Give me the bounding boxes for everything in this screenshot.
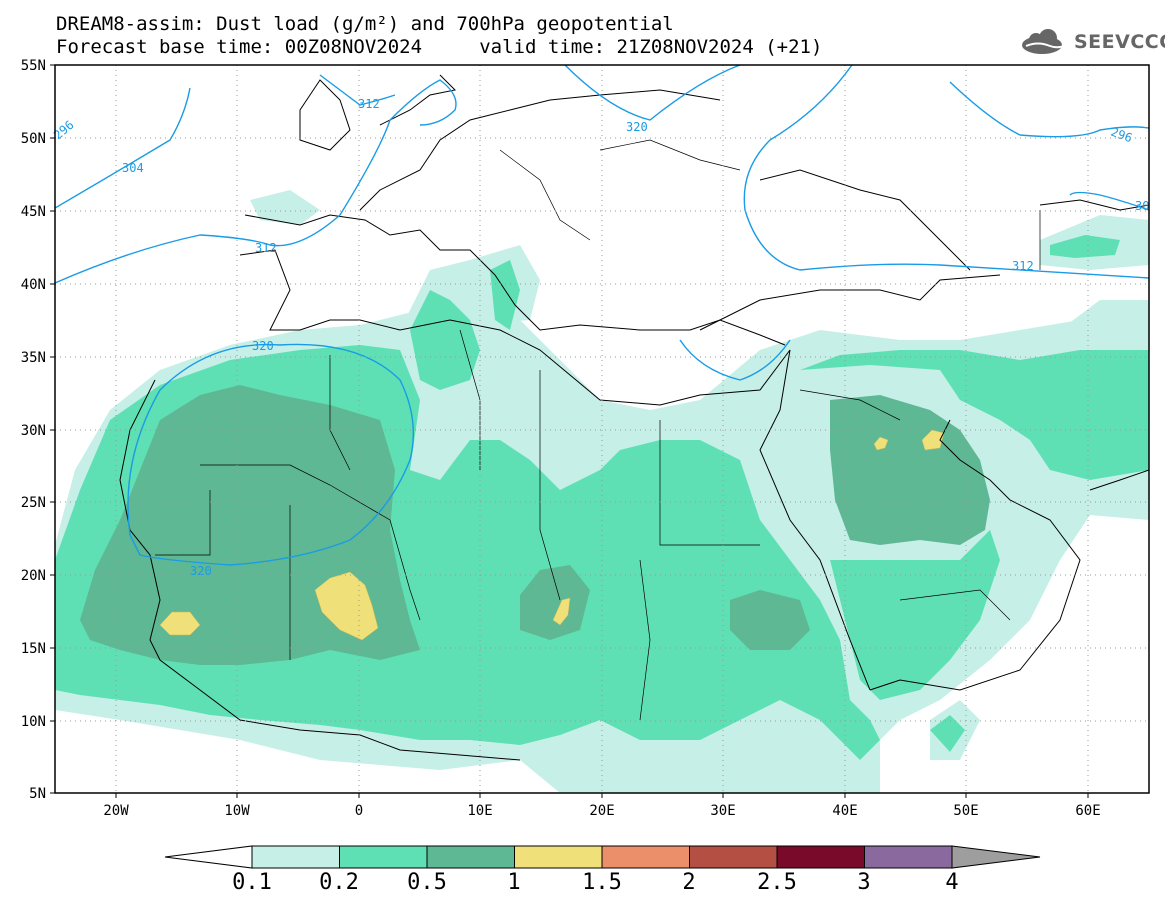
colorbar-label: 4 [945,870,959,895]
lon-label: 10E [467,803,492,819]
colorbar-segment [426,845,515,869]
colorbar-label: 1 [507,870,521,895]
contour-label: 296 [1109,125,1134,146]
colorbar-high-arrow [951,845,1041,869]
seevccc-logo [1022,29,1067,54]
colorbar-segment [601,845,690,869]
colorbar-label: 0.2 [319,870,359,895]
lat-label: 45N [21,204,46,220]
cloud-logo-icon [1022,29,1067,54]
contour-label: 312 [255,241,277,255]
lon-label: 10W [224,803,250,819]
axis-ticks [50,64,1089,798]
colorbar-segment [776,845,865,869]
contour-label: 312 [358,97,380,111]
map-title: DREAM8-assim: Dust load (g/m²) and 700hP… [56,13,674,35]
colorbar-label: 1.5 [582,870,622,895]
contour-label: 304 [122,161,144,175]
lat-label: 50N [21,131,46,147]
lat-label: 25N [21,495,46,511]
geopotential-contours [55,65,1149,566]
lat-label: 15N [21,641,46,657]
dust-fields [55,190,1149,793]
colorbar-label: 0.1 [232,870,272,895]
contour-label: 320 [190,564,212,578]
longitude-labels: 20W 10W 0 10E 20E 30E 40E 50E 60E [103,803,1100,819]
lon-label: 20W [103,803,129,819]
latitude-labels: 55N 50N 45N 40N 35N 30N 25N 20N 15N 10N … [21,58,46,802]
dust-level-1 [159,429,945,641]
colorbar-segment [514,845,603,869]
colorbar-segment [339,845,428,869]
contour-label: 320 [626,120,648,134]
lat-label: 40N [21,277,46,293]
colorbar-segment [689,845,778,869]
lat-label: 55N [21,58,46,74]
lat-label: 20N [21,568,46,584]
lon-label: 20E [589,803,614,819]
lon-label: 30E [710,803,735,819]
lon-label: 40E [832,803,857,819]
lat-label: 30N [21,423,46,439]
lat-label: 10N [21,714,46,730]
lon-label: 0 [355,803,363,819]
lat-label: 5N [29,786,46,802]
lon-label: 50E [953,803,978,819]
colorbar-low-arrow [164,845,253,869]
lat-label: 35N [21,350,46,366]
lon-label: 60E [1075,803,1100,819]
colorbar [164,845,1041,869]
colorbar-segment [864,845,953,869]
forecast-time-line: Forecast base time: 00Z08NOV2024 valid t… [56,36,823,58]
colorbar-label: 2.5 [757,870,797,895]
colorbar-label: 0.5 [407,870,447,895]
contour-label: 312 [1012,259,1034,273]
colorbar-segment [251,845,340,869]
colorbar-label: 2 [682,870,696,895]
coastlines [119,74,1149,761]
contour-label: 320 [252,339,274,353]
logo-text: SEEVCCC [1074,31,1165,53]
colorbar-label: 3 [857,870,871,895]
contour-label: 30 [1135,199,1149,213]
